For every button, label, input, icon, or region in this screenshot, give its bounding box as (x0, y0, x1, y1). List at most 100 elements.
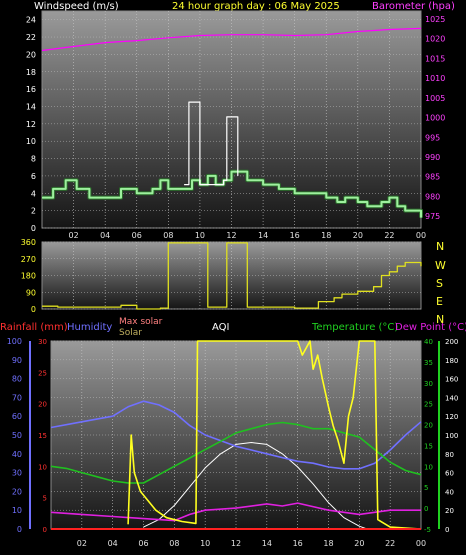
temp-tick-label: 0 (424, 505, 428, 513)
x-tick-label: 16 (293, 539, 303, 548)
barometer-axis-title: Barometer (hpa) (372, 1, 455, 12)
solar-tick-label: 120 (445, 413, 458, 421)
wind-tick-label: 0 (31, 224, 36, 233)
dew-point-legend: Dew Point (°C) (395, 322, 466, 333)
temperature-legend: Temperature (°C) (311, 322, 398, 333)
x-tick-label: 06 (132, 231, 142, 240)
x-tick-label: 02 (68, 231, 78, 240)
rain-tick-label: 30 (38, 338, 47, 346)
barometer-line (41, 27, 422, 52)
windspeed-axis-title: Windspeed (m/s) (34, 1, 119, 12)
baro-tick-label: 1015 (425, 54, 445, 63)
max-solar-legend: Max solar (119, 317, 163, 327)
rain-tick-label: 0 (43, 526, 47, 534)
x-tick-label: 14 (262, 539, 272, 548)
temp-tick-label: 30 (424, 380, 433, 388)
x-tick-label: 12 (226, 231, 236, 240)
rain-temp-panel-series (50, 340, 422, 530)
wind-panel-grid (42, 11, 421, 229)
temp-tick-label: 15 (424, 442, 433, 450)
direction-tick-label: 360 (21, 238, 36, 247)
x-tick-label: 20 (353, 231, 363, 240)
wind-tick-label: 22 (26, 33, 36, 42)
solar-tick-label: 100 (445, 432, 458, 440)
windspeed-line (42, 170, 422, 218)
wind-tick-label: 6 (31, 172, 36, 181)
humidity-line (50, 400, 422, 470)
direction-panel-series (42, 242, 422, 310)
temp-tick-label: 35 (424, 359, 433, 367)
temp-tick-label: 40 (424, 338, 433, 346)
humidity-tick-label: 0 (17, 525, 22, 534)
x-tick-label: 22 (384, 231, 394, 240)
humidity-tick-label: 30 (12, 469, 22, 478)
compass-label: E (436, 295, 443, 308)
wind-tick-label: 10 (26, 137, 36, 146)
compass-label: S (436, 277, 443, 290)
max-solar-line (143, 442, 368, 530)
x-tick-label: 04 (100, 231, 110, 240)
rain-tick-label: 25 (38, 369, 47, 377)
direction-tick-label: 180 (21, 272, 36, 281)
wind-panel-series (41, 27, 423, 218)
wind-direction-line (42, 242, 422, 310)
direction-panel-left-axis: 0 90 180 270 360 (21, 238, 36, 314)
baro-tick-label: 1025 (425, 15, 445, 24)
x-tick-label: 00 (416, 539, 426, 548)
x-tick-label: 10 (200, 539, 210, 548)
humidity-tick-label: 40 (12, 450, 22, 459)
x-tick-label: 04 (108, 539, 118, 548)
dew-point-line (50, 502, 421, 522)
solar-tick-label: 160 (445, 376, 458, 384)
aqi-legend: AQI (212, 322, 230, 333)
humidity-legend: Humidity (67, 322, 112, 333)
x-tick-label: 20 (354, 539, 364, 548)
x-tick-label: 12 (231, 539, 241, 548)
x-tick-label: 02 (77, 539, 87, 548)
baro-tick-label: 985 (425, 173, 440, 182)
solar-tick-label: 20 (445, 507, 454, 515)
temp-tick-label: 5 (424, 484, 428, 492)
humidity-tick-label: 20 (12, 487, 22, 496)
x-tick-label: 18 (321, 231, 331, 240)
rain-tick-label: 10 (38, 463, 47, 471)
rainfall-legend: Rainfall (mm) (0, 322, 68, 333)
wind-tick-label: 8 (31, 155, 36, 164)
solar-tick-label: 180 (445, 357, 458, 365)
solar-line (127, 340, 422, 530)
compass-label: N (436, 313, 444, 326)
baro-tick-label: 1010 (425, 74, 445, 83)
gust-line (184, 101, 239, 186)
direction-tick-label: 270 (21, 255, 36, 264)
x-tick-label: 10 (195, 231, 205, 240)
wind-panel-right-axis: 975 980 985 990 995 1000 1005 1010 1015 1020 1025 (425, 15, 445, 221)
rain-temp-panel-x-axis: 02 04 06 08 10 12 14 16 18 20 22 00 (77, 539, 426, 548)
humidity-tick-label: 10 (12, 506, 22, 515)
baro-tick-label: 975 (425, 212, 440, 221)
x-tick-label: 14 (258, 231, 268, 240)
humidity-tick-label: 80 (12, 375, 22, 384)
baro-tick-label: 995 (425, 133, 440, 142)
temp-tick-label: 10 (424, 463, 433, 471)
temp-tick-label: 25 (424, 401, 433, 409)
rain-tick-label: 15 (38, 432, 47, 440)
humidity-tick-label: 70 (12, 393, 22, 402)
wind-tick-label: 2 (31, 207, 36, 216)
x-tick-label: 22 (385, 539, 395, 548)
wind-tick-label: 18 (26, 68, 36, 77)
baro-tick-label: 990 (425, 153, 440, 162)
rain-temp-panel-axes: 0102030405060708090100051015202530-50510… (7, 337, 459, 534)
x-tick-label: 00 (416, 231, 426, 240)
baro-tick-label: 1020 (425, 35, 445, 44)
graph-title: 24 hour graph day : 06 May 2025 (172, 1, 340, 12)
wind-tick-label: 4 (31, 189, 36, 198)
x-tick-label: 18 (323, 539, 333, 548)
humidity-tick-label: 100 (7, 337, 22, 346)
x-tick-label: 06 (138, 539, 148, 548)
wind-tick-label: 12 (26, 120, 36, 129)
wind-tick-label: 16 (26, 85, 36, 94)
wind-tick-label: 24 (26, 16, 36, 25)
compass-label: W (435, 259, 446, 272)
